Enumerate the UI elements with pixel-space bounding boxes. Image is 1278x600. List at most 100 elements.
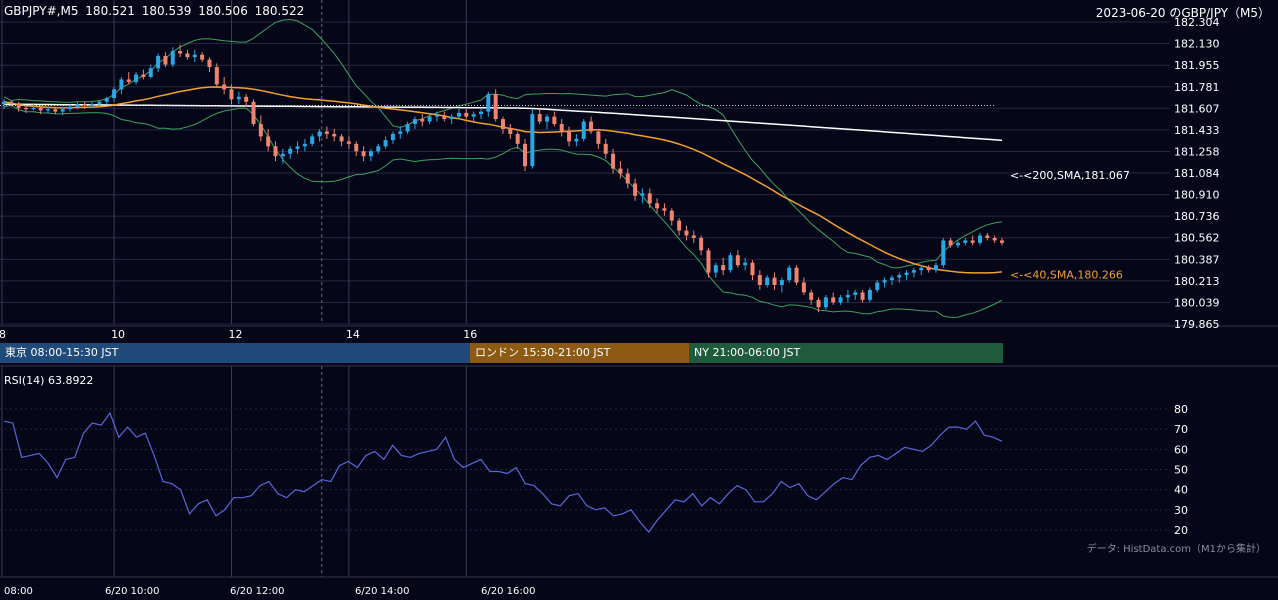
candle bbox=[200, 52, 205, 63]
candle bbox=[251, 99, 256, 127]
candle bbox=[647, 188, 652, 209]
candle bbox=[662, 203, 667, 216]
candle bbox=[449, 114, 454, 125]
candle bbox=[779, 277, 784, 293]
candle bbox=[897, 272, 902, 283]
candle bbox=[207, 57, 212, 73]
sma40-label: <-<40,SMA,180.266 bbox=[1010, 268, 1123, 281]
candle-body bbox=[911, 270, 916, 273]
axes: 182.304 182.130 181.955 181.781 181.607 181.4… bbox=[0, 16, 1278, 597]
candle-body bbox=[647, 193, 652, 204]
candle bbox=[706, 247, 711, 278]
candle-body bbox=[955, 242, 960, 246]
candle bbox=[185, 49, 190, 60]
sma200-label: <-<200,SMA,181.067 bbox=[1010, 169, 1130, 182]
price-tick-label: 181.607 bbox=[1174, 102, 1220, 115]
candle bbox=[376, 143, 381, 154]
candle-body bbox=[16, 104, 21, 108]
candle bbox=[955, 240, 960, 248]
data-source: データ: HistData.com（M1から集計） bbox=[1086, 544, 1266, 555]
candle-body bbox=[478, 111, 483, 115]
candle bbox=[963, 237, 968, 246]
candle bbox=[427, 114, 432, 125]
candle-body bbox=[618, 168, 623, 174]
candle-body bbox=[669, 210, 674, 221]
candle bbox=[669, 208, 674, 226]
candle-body bbox=[148, 68, 153, 77]
candle-body bbox=[75, 104, 80, 107]
candle-body bbox=[134, 74, 139, 82]
candle bbox=[985, 232, 990, 241]
candle bbox=[545, 114, 550, 129]
candle-body bbox=[523, 143, 528, 167]
candle-body bbox=[390, 133, 395, 141]
bollinger-bands bbox=[3, 18, 1003, 318]
session-tokyo: 東京 08:00-15:30 JST bbox=[0, 343, 470, 363]
time-tick-label: 10 bbox=[111, 328, 125, 341]
candle-body bbox=[611, 153, 616, 169]
candle-body bbox=[449, 116, 454, 120]
candle bbox=[757, 270, 762, 290]
chart-title: 2023-06-20 のGBP/JPY（M5） bbox=[1095, 6, 1270, 20]
candle bbox=[82, 101, 87, 110]
price-tick-label: 180.562 bbox=[1174, 232, 1220, 245]
ohlc-high: 180.539 bbox=[141, 4, 192, 18]
candle-body bbox=[156, 55, 161, 69]
candle bbox=[302, 138, 307, 152]
candle-body bbox=[178, 50, 183, 54]
candle-body bbox=[1000, 240, 1004, 243]
candle bbox=[919, 265, 924, 276]
candle-body bbox=[119, 79, 124, 90]
candle-body bbox=[941, 240, 946, 266]
candle bbox=[9, 100, 14, 107]
bottom-time-label: 6/20 10:00 bbox=[105, 586, 159, 597]
candle-body bbox=[926, 267, 931, 271]
candle-body bbox=[552, 116, 557, 125]
ohlc-low: 180.506 bbox=[198, 4, 248, 18]
rsi-tick-label: 80 bbox=[1174, 403, 1188, 416]
candle-body bbox=[574, 138, 579, 142]
candle-body bbox=[207, 59, 212, 68]
candle bbox=[258, 115, 263, 142]
candle bbox=[346, 136, 351, 149]
candle-body bbox=[838, 297, 843, 303]
rsi-panel: 80 70 60 50 40 30 20 bbox=[0, 403, 1188, 537]
candle-body bbox=[295, 146, 300, 149]
candle bbox=[933, 262, 938, 273]
candle-body bbox=[655, 203, 660, 209]
candle-body bbox=[2, 101, 6, 105]
candle-body bbox=[222, 84, 227, 90]
price-tick-label: 181.955 bbox=[1174, 59, 1220, 72]
candle-body bbox=[713, 265, 718, 273]
candle bbox=[691, 230, 696, 243]
rsi-tick-label: 70 bbox=[1174, 423, 1188, 436]
candle bbox=[53, 106, 58, 115]
candle bbox=[743, 257, 748, 271]
candle-body bbox=[545, 116, 550, 122]
bollinger-lower bbox=[3, 104, 1003, 318]
candle-body bbox=[684, 230, 689, 236]
candle bbox=[735, 250, 740, 268]
candle-body bbox=[772, 277, 777, 285]
candle-body bbox=[889, 277, 894, 281]
price-tick-label: 181.781 bbox=[1174, 81, 1220, 94]
grid-lines bbox=[0, 21, 1170, 325]
candle-body bbox=[266, 136, 271, 147]
candle bbox=[280, 148, 285, 164]
candle-body bbox=[992, 237, 997, 241]
candle-body bbox=[530, 114, 535, 167]
candle-body bbox=[376, 146, 381, 152]
candle-body bbox=[60, 109, 65, 112]
symbol-header: GBPJPY#,M5 180.521 180.539 180.506 180.5… bbox=[4, 4, 307, 18]
candle-body bbox=[493, 94, 498, 120]
ohlc-open: 180.521 bbox=[85, 4, 135, 18]
candle-body bbox=[471, 114, 476, 117]
bottom-time-label: 6/20 16:00 bbox=[481, 586, 535, 597]
rsi-tick-label: 20 bbox=[1174, 524, 1188, 537]
candle bbox=[750, 260, 755, 281]
candle bbox=[478, 109, 483, 120]
candle-body bbox=[816, 299, 821, 308]
candle bbox=[486, 91, 491, 117]
candle-body bbox=[332, 133, 337, 137]
